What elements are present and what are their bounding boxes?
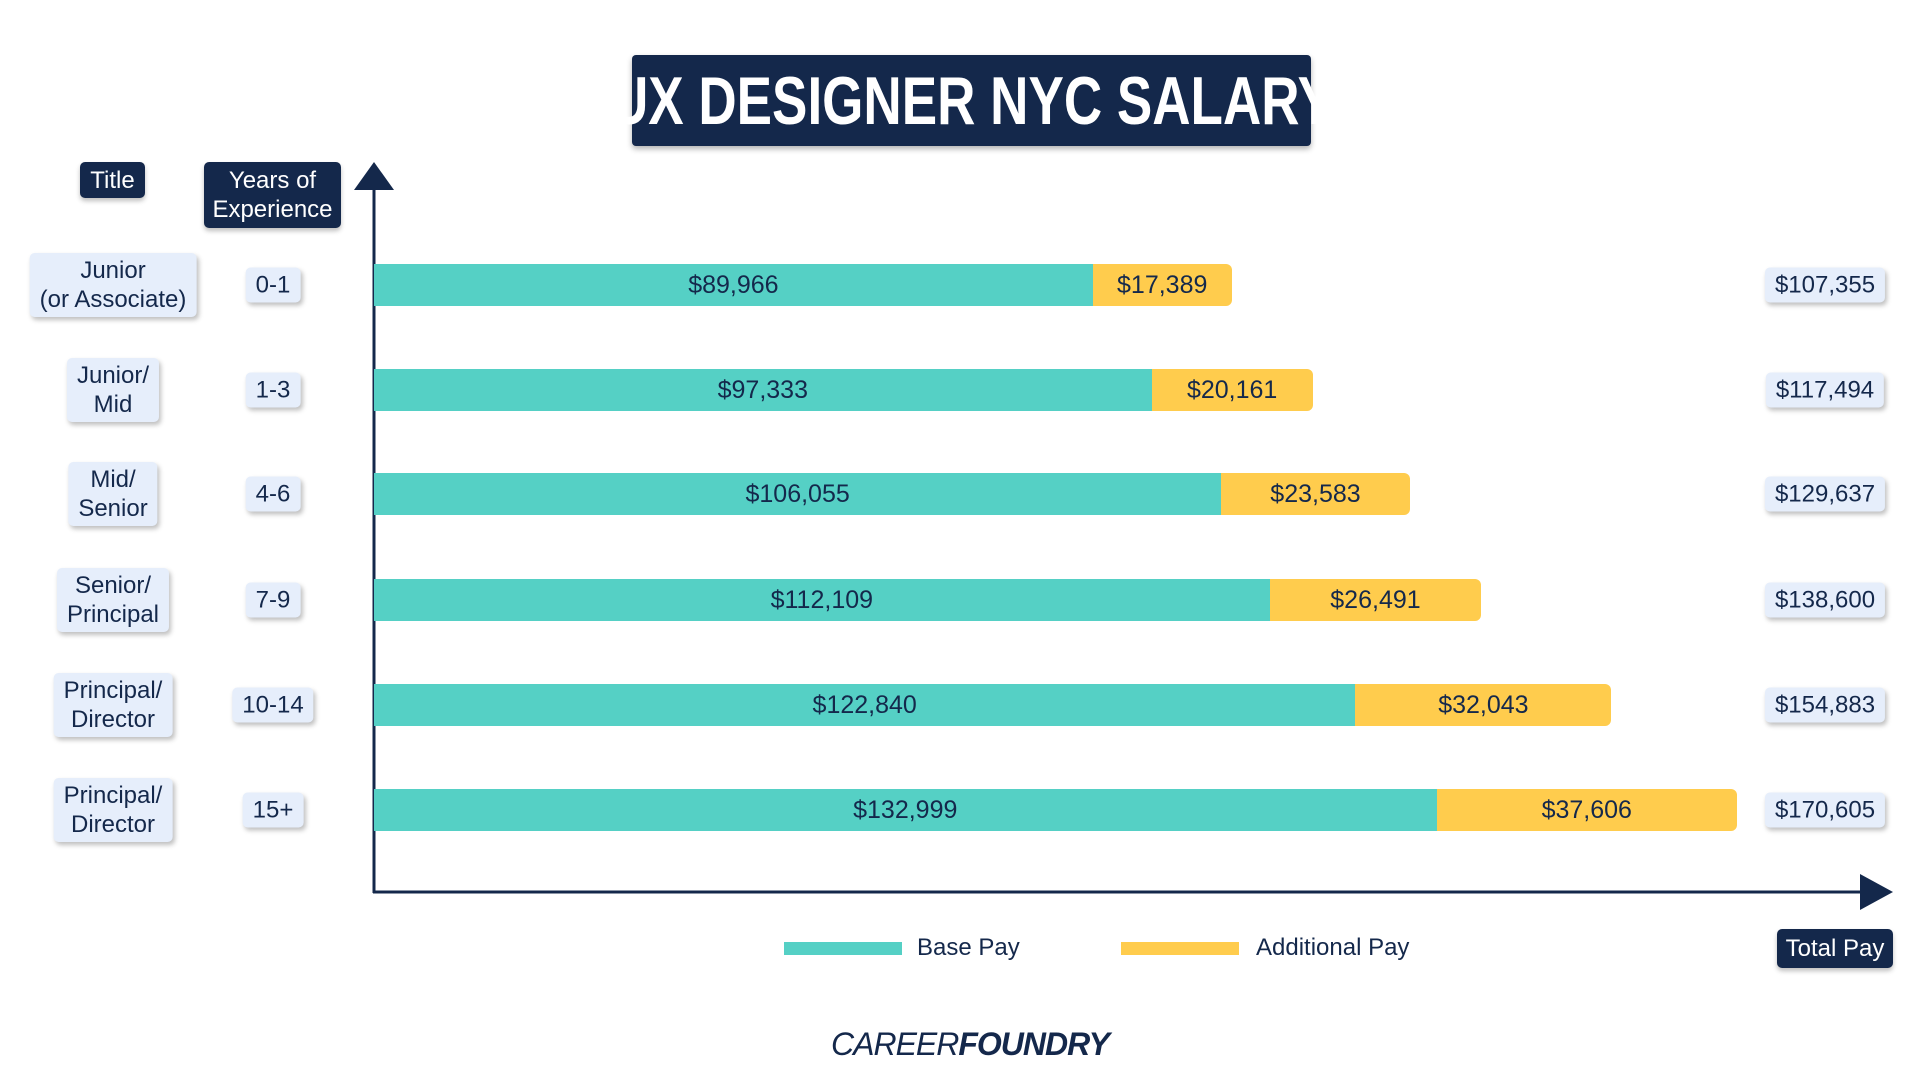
title-label: Principal/Director — [53, 778, 173, 842]
years-label: 0-1 — [245, 267, 301, 303]
careerfoundry-logo: CAREERFOUNDRY — [831, 1026, 1110, 1062]
bar-additional-pay: $23,583 — [1221, 473, 1410, 515]
bar-base-pay: $97,333 — [374, 369, 1152, 411]
legend-swatch-base — [784, 942, 902, 955]
total-pay-label: $170,605 — [1764, 792, 1886, 828]
bar-additional-pay: $37,606 — [1436, 789, 1737, 831]
chart-title: UX DESIGNER NYC SALARY — [610, 55, 1333, 146]
total-pay-label: $107,355 — [1764, 267, 1886, 303]
legend-label-base: Base Pay — [917, 934, 1020, 961]
title-label: Principal/Director — [53, 673, 173, 737]
total-pay-label: $129,637 — [1764, 476, 1886, 512]
y-axis-arrow — [354, 162, 394, 190]
legend-label-additional: Additional Pay — [1256, 934, 1410, 961]
bar-additional-pay: $32,043 — [1355, 684, 1612, 726]
bar-base-pay: $132,999 — [374, 789, 1437, 831]
title-column-header: Title — [80, 162, 145, 198]
bar-base-pay: $89,966 — [374, 264, 1093, 306]
years-label: 10-14 — [232, 687, 314, 723]
years-column-header: Years of Experience — [204, 162, 341, 228]
bar-additional-pay: $20,161 — [1151, 369, 1313, 411]
title-label: Junior (or Associate) — [29, 253, 197, 317]
total-pay-label: $138,600 — [1764, 582, 1886, 618]
total-pay-header: Total Pay — [1777, 929, 1893, 968]
bar-base-pay: $112,109 — [374, 579, 1270, 621]
years-label: 15+ — [242, 792, 304, 828]
years-label: 7-9 — [245, 582, 301, 618]
bar-additional-pay: $17,389 — [1092, 264, 1232, 306]
bar-base-pay: $106,055 — [374, 473, 1222, 515]
title-label: Junior/Mid — [66, 358, 160, 422]
title-label: Mid/Senior — [68, 462, 158, 526]
x-axis-arrow — [1860, 874, 1893, 910]
years-label: 1-3 — [245, 372, 301, 408]
title-label: Senior/Principal — [56, 568, 170, 632]
total-pay-label: $117,494 — [1765, 372, 1885, 408]
chart-title-text: UX DESIGNER NYC SALARY — [609, 62, 1334, 139]
bar-base-pay: $122,840 — [374, 684, 1356, 726]
bar-additional-pay: $26,491 — [1269, 579, 1482, 621]
total-pay-label: $154,883 — [1764, 687, 1886, 723]
years-label: 4-6 — [245, 476, 301, 512]
legend-swatch-additional — [1121, 942, 1239, 955]
